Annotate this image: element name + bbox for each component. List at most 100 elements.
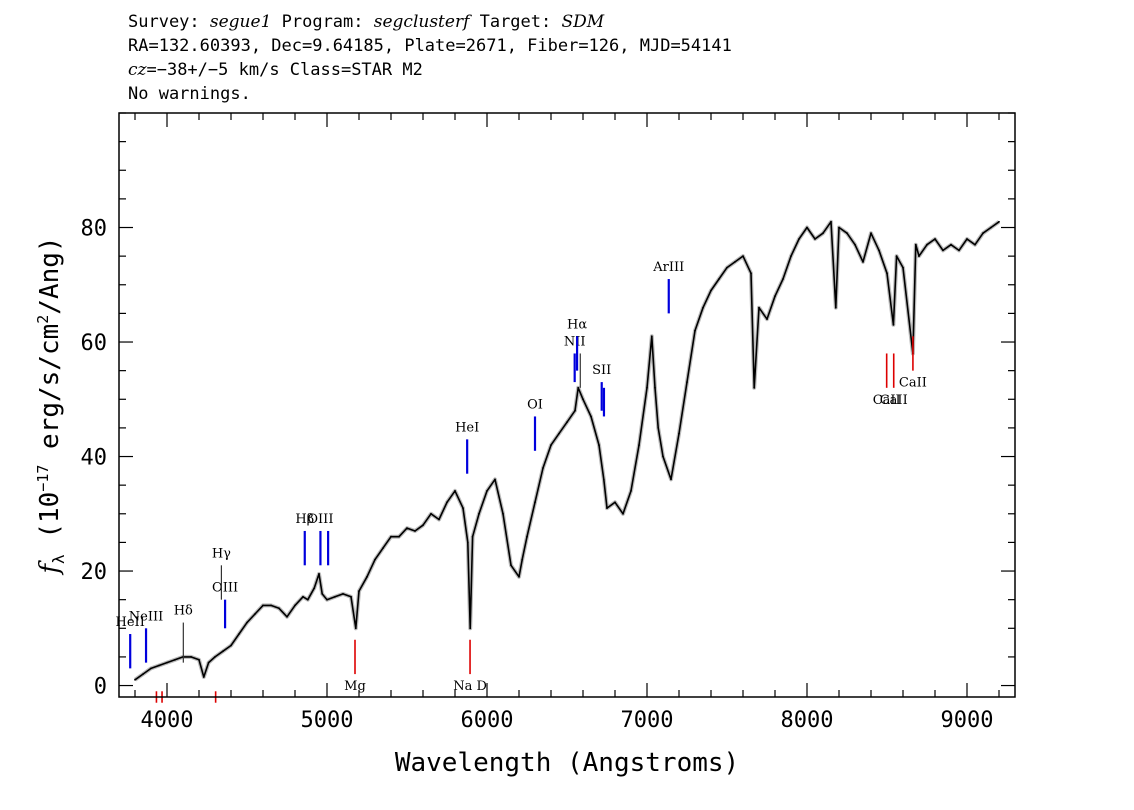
spectrum-data-point xyxy=(646,386,648,389)
spectrum-data-point xyxy=(886,272,888,275)
spectrum-data-point xyxy=(630,490,632,492)
spectrum-data-point xyxy=(622,512,624,515)
spectrum-data-point xyxy=(958,249,960,252)
target-value: SDM xyxy=(561,12,605,32)
spectrum-data-point xyxy=(286,615,288,618)
absorption-line-label: CaII xyxy=(873,393,901,408)
spectrum-data-point xyxy=(934,238,936,240)
spectrum-data-point xyxy=(753,386,756,389)
target-label: Target: xyxy=(469,12,562,32)
spectrum-data-point xyxy=(230,644,232,647)
spectrum-data-point xyxy=(398,535,400,538)
spectrum-data-point xyxy=(650,335,653,338)
x-tick-label: 7000 xyxy=(621,708,674,733)
spectrum-data-point xyxy=(518,575,520,578)
spectrum-data-point xyxy=(602,478,605,481)
spectrum-data-point xyxy=(657,427,660,429)
plot-content: HeIINeIIIOIIIHβOIIIHeIOINIIHαSIIArIIIHδH… xyxy=(116,219,1001,703)
spectrum-data-point xyxy=(590,415,592,418)
spectrum-data-point xyxy=(358,590,360,592)
emission-line-label: HeII xyxy=(116,615,145,630)
absorption-line-label: CaII xyxy=(880,393,908,408)
header-cz-line: cz=−38+/−5 km/s Class=STAR M2 xyxy=(128,58,732,82)
spectrum-data-point xyxy=(478,512,480,515)
x-tick-label: 4000 xyxy=(141,708,194,733)
absorption-line-label: Mg xyxy=(344,679,366,694)
emission-line-label: HeI xyxy=(455,420,479,435)
balmer-line-label: Hγ xyxy=(212,546,231,561)
spectrum-data-point xyxy=(870,232,872,235)
spectrum-data-point xyxy=(521,558,524,561)
spectrum-data-point xyxy=(438,518,440,521)
spectrum-data-point xyxy=(302,595,304,598)
spectrum-data-point xyxy=(334,595,336,598)
spectrum-data-point xyxy=(270,604,272,607)
spectrum-data-point xyxy=(134,678,136,681)
spectrum-data-point xyxy=(790,255,792,257)
header-coords-line: RA=132.60393, Dec=9.64185, Plate=2671, F… xyxy=(128,36,732,56)
spectrum-data-point xyxy=(734,261,736,263)
spectrum-data-point xyxy=(822,232,824,235)
spectrum-data-point xyxy=(577,386,580,389)
spectrum-data-point xyxy=(502,512,504,515)
spectrum-data-point xyxy=(174,658,176,661)
y-tick-label: 40 xyxy=(81,446,108,471)
spectrum-data-point xyxy=(446,501,448,504)
spectrum-data-point xyxy=(662,455,664,458)
spectrum-data-point xyxy=(598,444,600,446)
y-axis-title: fλ (10−17 erg/s/cm2/Ang) xyxy=(34,236,68,575)
spectrum-data-point xyxy=(294,604,296,607)
spectrum-data-point xyxy=(454,490,456,492)
spectrum-data-point xyxy=(694,329,696,332)
spectrum-data-point xyxy=(892,323,895,326)
spectrum-data-point xyxy=(718,278,720,280)
spectrum-data-point xyxy=(366,575,368,578)
spectrum-data-point xyxy=(222,650,224,653)
y-tick-label: 20 xyxy=(81,560,108,585)
spectrum-data-point xyxy=(382,547,384,549)
spectrum-data-point xyxy=(854,243,856,246)
spectrum-data-point xyxy=(350,595,352,598)
spectrum-data-point xyxy=(550,444,552,446)
spectrum-data-point xyxy=(202,676,205,678)
survey-value: segue1 xyxy=(209,12,272,32)
spectrum-data-point xyxy=(390,535,392,538)
spectrum-data-point xyxy=(974,243,976,246)
spectrum-data-point xyxy=(166,661,168,664)
spectrum-data-point xyxy=(678,432,680,435)
spectrum-data-point xyxy=(606,507,608,509)
spectrum-data-point xyxy=(638,444,640,446)
emission-line-label: OIII xyxy=(212,581,238,596)
spectrum-data-point xyxy=(742,255,744,257)
spectrum-data-point xyxy=(710,289,712,292)
spectrum-data-point xyxy=(750,272,752,275)
spectrum-data-point xyxy=(158,664,160,667)
spectrum-data-point xyxy=(830,220,832,223)
spectrum-data-point xyxy=(494,478,496,481)
cz-label: cz xyxy=(128,60,147,80)
spectrum-data-point xyxy=(246,621,248,624)
emission-line-label: Hα xyxy=(567,317,587,332)
spectrum-data-point xyxy=(374,558,376,561)
spectrum-data-point xyxy=(862,261,864,263)
spectrum-data-point xyxy=(342,593,344,595)
absorption-line-label: Na D xyxy=(453,679,487,694)
spectrum-data-point xyxy=(262,604,264,607)
spectrum-data-point xyxy=(306,598,309,601)
spectrum-data-point xyxy=(914,243,917,246)
program-label: Program: xyxy=(271,12,374,32)
balmer-line-label: Hδ xyxy=(174,604,193,619)
spectrum-data-point xyxy=(542,467,544,469)
spectrum-data-point xyxy=(238,633,240,635)
cz-value: =−38+/−5 xyxy=(146,60,229,80)
emission-line-label: Hβ xyxy=(295,512,314,527)
emission-line-label: ArIII xyxy=(652,260,684,275)
spectrum-data-point xyxy=(406,527,408,529)
spectrum-data-point xyxy=(313,587,316,590)
spectrum-error-band xyxy=(133,219,1001,682)
plot-frame xyxy=(118,112,1016,698)
y-tick-label: 0 xyxy=(94,675,107,700)
spectrum-data-point xyxy=(207,661,210,664)
emission-line-label: NeIII xyxy=(129,609,163,624)
